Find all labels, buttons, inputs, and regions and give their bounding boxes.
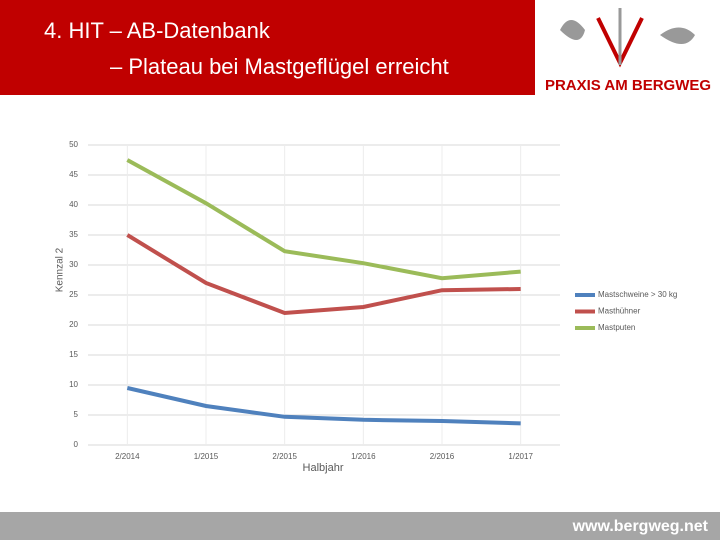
legend-label: Mastputen — [598, 323, 635, 332]
y-tick-label: 30 — [69, 260, 78, 269]
y-axis-label: Kennzal 2 — [55, 247, 66, 292]
title-line-1: 4. HIT – AB-Datenbank — [44, 18, 271, 43]
x-tick-label: 1/2017 — [508, 452, 533, 461]
series-line — [126, 386, 521, 426]
legend-label: Masthühner — [598, 307, 641, 316]
y-tick-label: 35 — [69, 230, 78, 239]
y-tick-label: 15 — [69, 350, 78, 359]
y-tick-label: 10 — [69, 380, 78, 389]
y-tick-label: 0 — [74, 440, 79, 449]
logo: PRAXIS AM BERGWEG — [545, 8, 711, 94]
series-line — [126, 233, 521, 316]
header-band — [0, 0, 535, 95]
x-tick-label: 1/2016 — [351, 452, 376, 461]
x-tick-label: 2/2014 — [115, 452, 140, 461]
legend-label: Mastschweine > 30 kg — [598, 290, 677, 299]
y-tick-label: 50 — [69, 140, 78, 149]
y-tick-label: 40 — [69, 200, 78, 209]
logo-text: PRAXIS AM BERGWEG — [545, 77, 711, 94]
footer-band — [0, 512, 720, 540]
x-axis-label: Halbjahr — [303, 462, 344, 474]
y-tick-label: 45 — [69, 170, 78, 179]
x-tick-label: 1/2015 — [194, 452, 219, 461]
title-line-2: – Plateau bei Mastgeflügel erreicht — [110, 54, 449, 79]
y-tick-label: 20 — [69, 320, 78, 329]
series-line — [126, 158, 521, 281]
footer-url: www.bergweg.net — [572, 518, 709, 535]
x-tick-label: 2/2015 — [272, 452, 297, 461]
y-tick-label: 5 — [74, 410, 79, 419]
x-tick-label: 2/2016 — [430, 452, 455, 461]
y-tick-label: 25 — [69, 290, 78, 299]
